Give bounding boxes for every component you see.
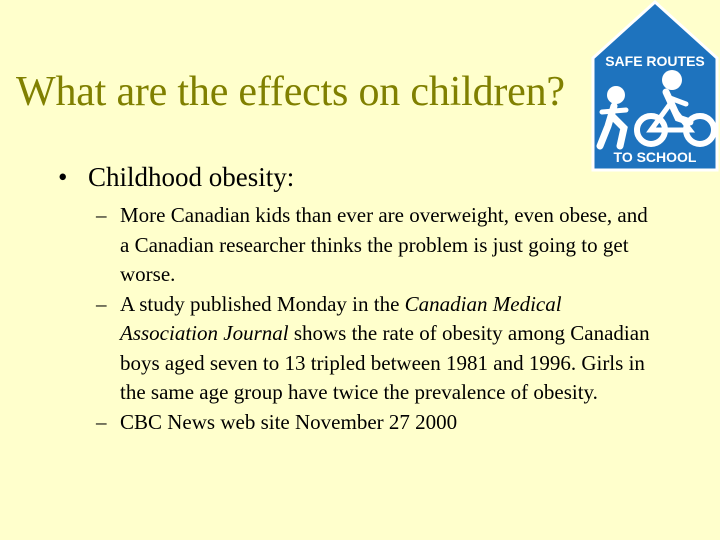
bullet-item: • Childhood obesity:: [58, 162, 294, 193]
sub-bullet-text: More Canadian kids than ever are overwei…: [120, 203, 648, 286]
sub-bullet-text: CBC News web site November 27 2000: [120, 409, 458, 434]
bicycle-rider-icon: [634, 70, 717, 147]
journal-name: Canadian Medical Association Journal: [120, 291, 562, 346]
bullet-text: Childhood obesity:: [88, 162, 295, 192]
slide-title: What are the effects on children?: [16, 69, 565, 115]
bullet-dot: •: [58, 162, 68, 192]
walking-child-icon: [596, 86, 629, 150]
sub-bullet-text-post: shows the rate of obesity among Canadian…: [120, 321, 650, 404]
sub-bullet-item: – A study published Monday in the Canadi…: [96, 290, 656, 408]
sub-bullet-dash: –: [96, 203, 107, 227]
sub-bullet-text-pre: A study published Monday in the: [120, 291, 405, 316]
sub-bullet-dash: –: [96, 409, 107, 434]
sub-bullet-item: – More Canadian kids than ever are overw…: [96, 201, 656, 290]
sub-bullet-list: – More Canadian kids than ever are overw…: [96, 201, 656, 437]
logo-bottom-text: TO SCHOOL: [614, 149, 697, 165]
logo-top-text: SAFE ROUTES: [605, 53, 705, 69]
sub-bullet-item: – CBC News web site November 27 2000: [96, 408, 656, 438]
safe-routes-to-school-logo: SAFE ROUTES TO SCHOOL: [591, 0, 719, 172]
sub-bullet-dash: –: [96, 291, 107, 316]
